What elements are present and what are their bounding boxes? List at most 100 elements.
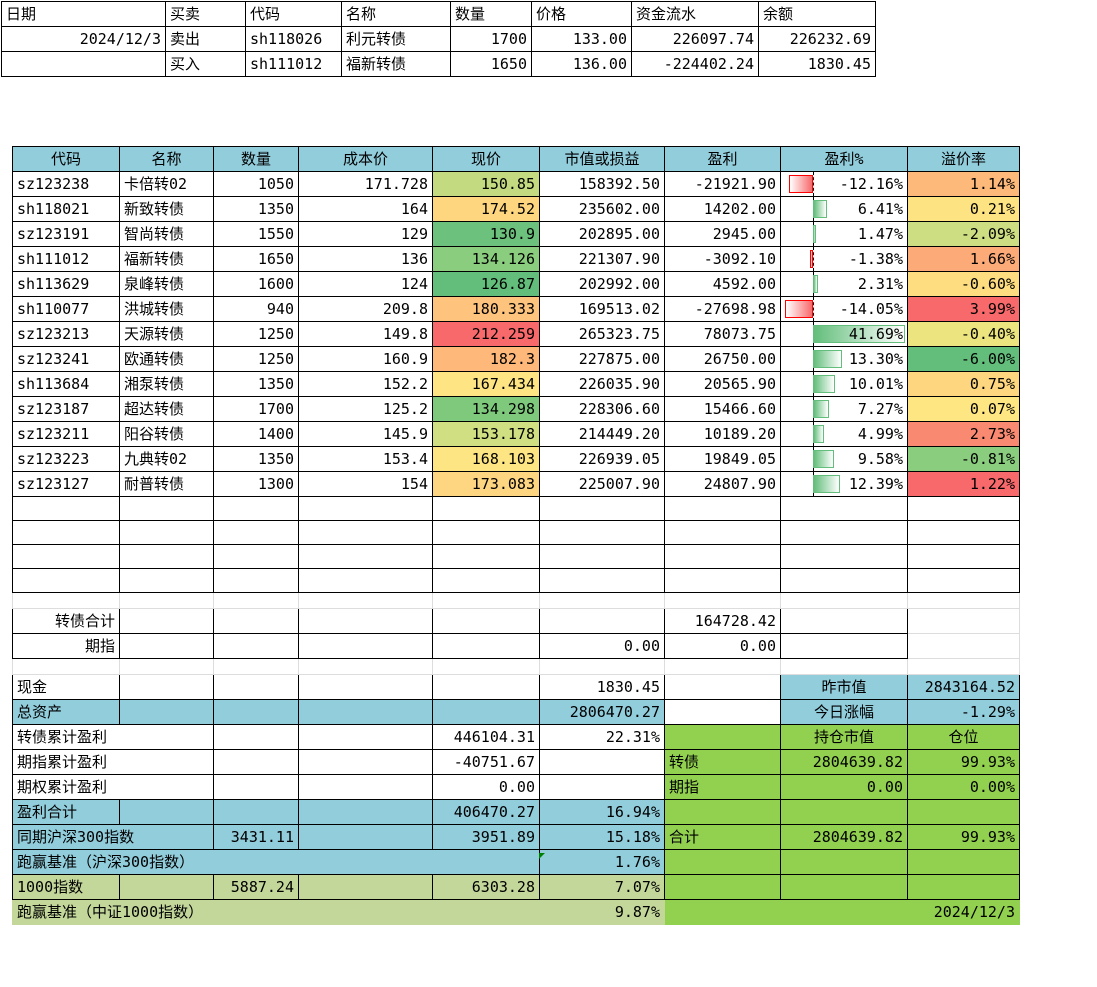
holding-price: 182.3	[432, 346, 540, 372]
profit-databar	[813, 275, 818, 293]
holding-value: 221307.90	[539, 246, 665, 272]
profit-pct-text: 6.41%	[857, 200, 903, 218]
holding-qty: 1600	[213, 271, 299, 297]
header-code: 代码	[12, 146, 120, 172]
holding-qty: 1650	[213, 246, 299, 272]
opt-cum-label: 期权累计盈利	[12, 774, 214, 800]
futures-value: 0.00	[539, 633, 665, 659]
pos-sum-value: 2804639.82	[780, 824, 908, 850]
holding-cost: 209.8	[298, 296, 433, 322]
holding-profit-pct: 2.31%	[780, 271, 908, 297]
trades-header-price: 价格	[531, 1, 632, 27]
profit-databar	[813, 425, 824, 443]
profit-pct-text: -1.38%	[848, 250, 903, 268]
holding-profit-pct: 41.69%	[780, 321, 908, 347]
holding-name: 湘泵转债	[119, 371, 214, 397]
holding-value: 202992.00	[539, 271, 665, 297]
holding-profit: 26750.00	[664, 346, 781, 372]
profit-pct-text: 7.27%	[857, 400, 903, 418]
header-name: 名称	[119, 146, 214, 172]
trade-date	[1, 51, 166, 77]
cb-cum-pct: 22.31%	[539, 724, 665, 750]
holding-profit: 24807.90	[664, 471, 781, 497]
trades-header-cashflow: 资金流水	[631, 1, 759, 27]
holding-price: 173.083	[432, 471, 540, 497]
holding-qty: 1350	[213, 196, 299, 222]
holding-profit: -3092.10	[664, 246, 781, 272]
profit-pct-text: -14.05%	[839, 300, 903, 318]
holding-profit: 4592.00	[664, 271, 781, 297]
pos-cb-label: 转债	[664, 749, 781, 775]
holding-value: 169513.02	[539, 296, 665, 322]
holding-price: 180.333	[432, 296, 540, 322]
opt-cum-row: 期权累计盈利 0.00 期指 0.00 0.00%	[12, 774, 1020, 800]
trades-header-date: 日期	[1, 1, 166, 27]
holding-price: 130.9	[432, 221, 540, 247]
spacer-row	[12, 658, 1020, 675]
trades-header-qty: 数量	[450, 1, 532, 27]
profit-pct-text: 1.47%	[857, 225, 903, 243]
holding-profit-pct: 10.01%	[780, 371, 908, 397]
trade-price: 133.00	[531, 26, 632, 52]
opt-cum-value: 0.00	[432, 774, 540, 800]
header-cost: 成本价	[298, 146, 433, 172]
holding-name: 天源转债	[119, 321, 214, 347]
profit-pct-text: 9.58%	[857, 450, 903, 468]
holding-name: 阳谷转债	[119, 421, 214, 447]
holding-profit: 20565.90	[664, 371, 781, 397]
fut-cum-value: -40751.67	[432, 749, 540, 775]
holding-qty: 940	[213, 296, 299, 322]
holding-row: sh110077 洪城转债 940 209.8 180.333 169513.02 -276…	[12, 296, 1020, 322]
holding-value: 226939.05	[539, 446, 665, 472]
hs300-row: 同期沪深300指数 3431.11 3951.89 15.18% 合计 2804…	[12, 824, 1020, 850]
spacer-row	[12, 592, 1020, 609]
holding-code: sh110077	[12, 296, 120, 322]
zz1000-start: 5887.24	[213, 874, 299, 900]
holding-profit-pct: -14.05%	[780, 296, 908, 322]
holding-profit-pct: 12.39%	[780, 471, 908, 497]
holdings-table: 代码 名称 数量 成本价 现价 市值或损益 盈利 盈利% 溢价率 sz12323…	[12, 146, 1020, 925]
profit-pct-text: 41.69%	[848, 325, 903, 343]
holding-profit: -21921.90	[664, 171, 781, 197]
hold-value-label: 持仓市值	[780, 724, 908, 750]
holding-profit-pct: 9.58%	[780, 446, 908, 472]
holding-premium: 2.73%	[907, 421, 1020, 447]
pos-fut-label: 期指	[664, 774, 781, 800]
holding-qty: 1350	[213, 371, 299, 397]
hs300-pct: 15.18%	[539, 824, 665, 850]
cash-value: 1830.45	[539, 674, 665, 700]
holding-premium: -2.09%	[907, 221, 1020, 247]
holding-cost: 145.9	[298, 421, 433, 447]
holding-value: 227875.00	[539, 346, 665, 372]
holding-code: sz123213	[12, 321, 120, 347]
zz1000-now: 6303.28	[432, 874, 540, 900]
holding-profit-pct: 7.27%	[780, 396, 908, 422]
holding-qty: 1300	[213, 471, 299, 497]
holding-profit: 15466.60	[664, 396, 781, 422]
zz1000-pct: 7.07%	[539, 874, 665, 900]
prev-value-label: 昨市值	[780, 674, 908, 700]
empty-row	[12, 520, 1020, 545]
holding-cost: 160.9	[298, 346, 433, 372]
profit-total-row: 盈利合计 406470.27 16.94%	[12, 799, 1020, 825]
zz1000-label: 1000指数	[12, 874, 120, 900]
holding-row: sz123191 智尚转债 1550 129 130.9 202895.00 2945.00…	[12, 221, 1020, 247]
report-date: 2024/12/3	[664, 899, 1020, 925]
futures-profit: 0.00	[664, 633, 781, 659]
holding-row: sh111012 福新转债 1650 136 134.126 221307.90 -3092…	[12, 246, 1020, 272]
pos-fut-pct: 0.00%	[907, 774, 1020, 800]
profit-databar	[813, 400, 829, 418]
holding-premium: 0.07%	[907, 396, 1020, 422]
holding-row: sz123238 卡倍转02 1050 171.728 150.85 158392.50-…	[12, 171, 1020, 197]
databar-axis	[813, 297, 814, 321]
profit-databar	[813, 325, 905, 343]
header-price: 现价	[432, 146, 540, 172]
profit-databar	[813, 375, 835, 393]
cash-row: 现金 1830.45 昨市值 2843164.52	[12, 674, 1020, 700]
trades-header-code: 代码	[245, 1, 342, 27]
empty-row	[12, 544, 1020, 569]
databar-axis	[813, 247, 814, 271]
today-change: -1.29%	[907, 699, 1020, 725]
beat-zz1000-value: 9.87%	[539, 899, 665, 925]
futures-row: 期指 0.00 0.00	[12, 633, 1020, 659]
